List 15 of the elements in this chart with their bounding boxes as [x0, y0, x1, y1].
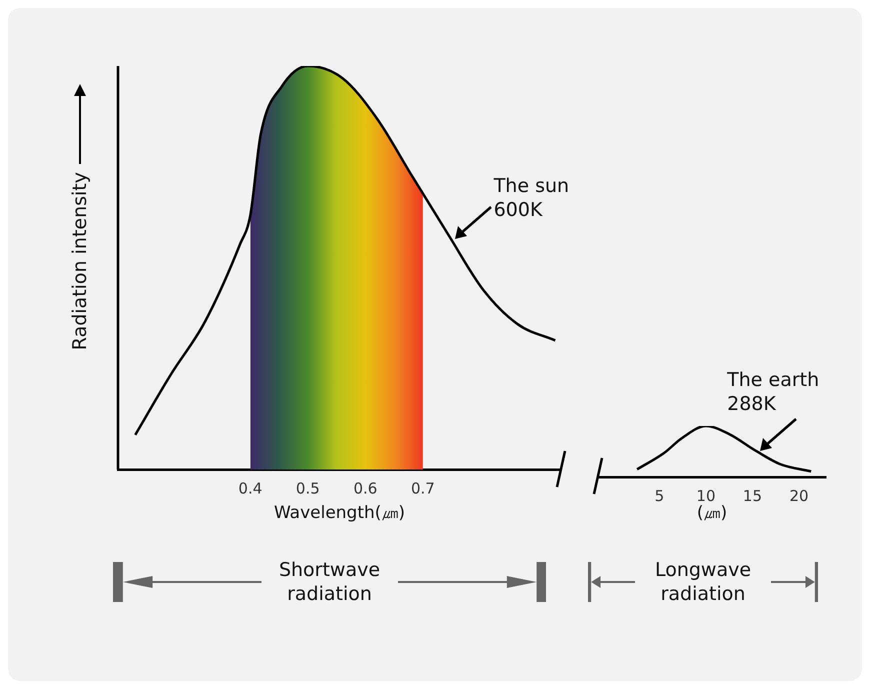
x-tick-label: 20: [789, 486, 809, 505]
x-tick-label: 10: [696, 486, 716, 505]
text: Longwave radiation: [654, 558, 752, 606]
x-axis-title: Wavelength(㎛): [274, 503, 406, 524]
x-tick-label: 5: [654, 486, 664, 505]
annotation: The sun 600K: [494, 174, 570, 222]
x-tick-label: 0.5: [296, 479, 320, 498]
annotation: The earth 288K: [727, 368, 820, 416]
y-axis-title: Radiation intensity: [69, 172, 91, 350]
text: Shortwave radiation: [278, 558, 382, 606]
x-axis-title: (㎛): [696, 503, 728, 524]
x-tick-label: 0.7: [410, 479, 435, 498]
x-tick-label: 0.4: [238, 479, 262, 498]
x-tick-label: 0.6: [353, 479, 378, 498]
x-tick-label: 15: [742, 486, 762, 505]
